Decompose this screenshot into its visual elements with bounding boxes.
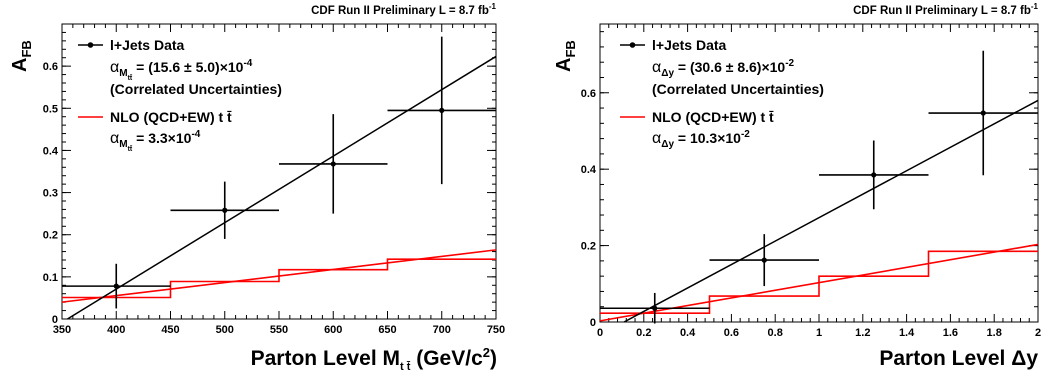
- legend-nlo-alpha: αMtt̄ = 3.3×10-4: [110, 129, 201, 153]
- x-tick-label: 600: [324, 324, 342, 336]
- legend-data-alpha: αMtt̄ = (15.6 ± 5.0)×10-4: [110, 58, 253, 82]
- x-tick-label: 0.4: [680, 327, 696, 339]
- chart-right: 0 0.2 0.4 0.6 0.8 1 1.2 1.4 1.6 1.8 2 0 0.2 0.4 0.6 AF…: [553, 23, 1041, 370]
- x-tick-label: 700: [433, 324, 451, 336]
- y-tick-label: 0: [590, 317, 596, 329]
- chart-left: 350 400 450 500 550 600 650 700 750 0 0.1 0.2 0.3 0.4…: [9, 23, 505, 373]
- y-tick-label: 0.2: [43, 230, 58, 242]
- data-point: [439, 107, 445, 113]
- data-point: [652, 305, 658, 311]
- nlo-fit-line: [599, 243, 1039, 322]
- y-tick-label: 0.4: [581, 164, 597, 176]
- x-tick-label: 0.2: [636, 327, 651, 339]
- y-tick-label: 0.6: [581, 88, 596, 100]
- data-fit-line: [67, 55, 497, 320]
- legend-data-marker-dot: [87, 42, 94, 48]
- header-left: CDF Run II Preliminary L = 8.7 fb-1: [311, 2, 496, 17]
- x-tick-label: 0.6: [724, 327, 739, 339]
- legend-right: l+Jets Data αΔy = (30.6 ± 8.6)×10-2 (Cor…: [620, 37, 824, 150]
- marks-right: [599, 50, 1039, 324]
- y-tick-label: 0.4: [43, 145, 59, 157]
- x-tick-label: 750: [487, 324, 505, 336]
- x-tick-label: 1.4: [899, 327, 915, 339]
- x-tick-label: 400: [107, 324, 125, 336]
- nlo-step-histogram: [62, 258, 496, 299]
- data-fit-line: [623, 99, 1039, 323]
- x-tick-label: 2: [1035, 327, 1041, 339]
- y-tick-label: 0.6: [43, 61, 58, 73]
- y-axis-label-right: AFB: [553, 40, 578, 72]
- legend-data-note: (Correlated Uncertainties): [110, 81, 282, 97]
- x-tick-label: 0: [597, 327, 603, 339]
- x-tick-label: 500: [216, 324, 234, 336]
- legend-data-alpha: αΔy = (30.6 ± 8.6)×10-2: [652, 58, 795, 79]
- x-axis-label-left: Parton Level Mt t̄ (GeV/c2): [251, 345, 497, 373]
- nlo-fit-line: [61, 249, 497, 303]
- legend-data-note: (Correlated Uncertainties): [652, 81, 824, 97]
- legend-nlo-alpha: αΔy = 10.3×10-2: [652, 129, 750, 150]
- x-tick-label: 550: [270, 324, 288, 336]
- y-tick-label: 0.1: [43, 272, 58, 284]
- axes-right: 0 0.2 0.4 0.6 0.8 1 1.2 1.4 1.6 1.8 2 0 0.2 0.4 0.6: [581, 24, 1041, 339]
- nlo-step-histogram: [600, 250, 1038, 315]
- y-tick-label: 0.3: [43, 188, 58, 200]
- y-tick-label: 0.5: [43, 103, 58, 115]
- legend-data-marker-dot: [629, 42, 636, 48]
- x-tick-label: 650: [378, 324, 396, 336]
- data-point: [222, 207, 228, 213]
- legend-nlo-label: NLO (QCD+EW) t t̄: [652, 109, 774, 125]
- x-tick-label: 1.8: [987, 327, 1002, 339]
- x-tick-label: 450: [161, 324, 179, 336]
- x-tick-label: 1.2: [855, 327, 870, 339]
- header-right: CDF Run II Preliminary L = 8.7 fb-1: [853, 2, 1038, 17]
- x-tick-label: 0.8: [768, 327, 783, 339]
- x-axis-label-right: Parton Level Δy: [879, 347, 1038, 370]
- data-point: [980, 110, 986, 116]
- data-point: [330, 161, 336, 167]
- marks-left: [61, 36, 497, 320]
- data-point: [871, 172, 877, 178]
- x-tick-label: 1.6: [943, 327, 958, 339]
- axes-left: 350 400 450 500 550 600 650 700 750 0 0.1 0.2 0.3 0.4…: [43, 23, 505, 336]
- legend-data-label: l+Jets Data: [110, 37, 185, 53]
- y-tick-label: 0: [52, 314, 58, 326]
- legend-left: l+Jets Data αMtt̄ = (15.6 ± 5.0)×10-4 (C…: [78, 37, 282, 153]
- data-point: [761, 257, 767, 263]
- legend-nlo-label: NLO (QCD+EW) t t̄: [110, 109, 232, 125]
- x-tick-label: 1: [816, 327, 822, 339]
- y-axis-label-left: AFB: [9, 40, 34, 72]
- legend-data-label: l+Jets Data: [652, 37, 727, 53]
- x-tick-label: 350: [53, 324, 71, 336]
- y-tick-label: 0.2: [581, 241, 596, 253]
- data-point: [113, 283, 119, 289]
